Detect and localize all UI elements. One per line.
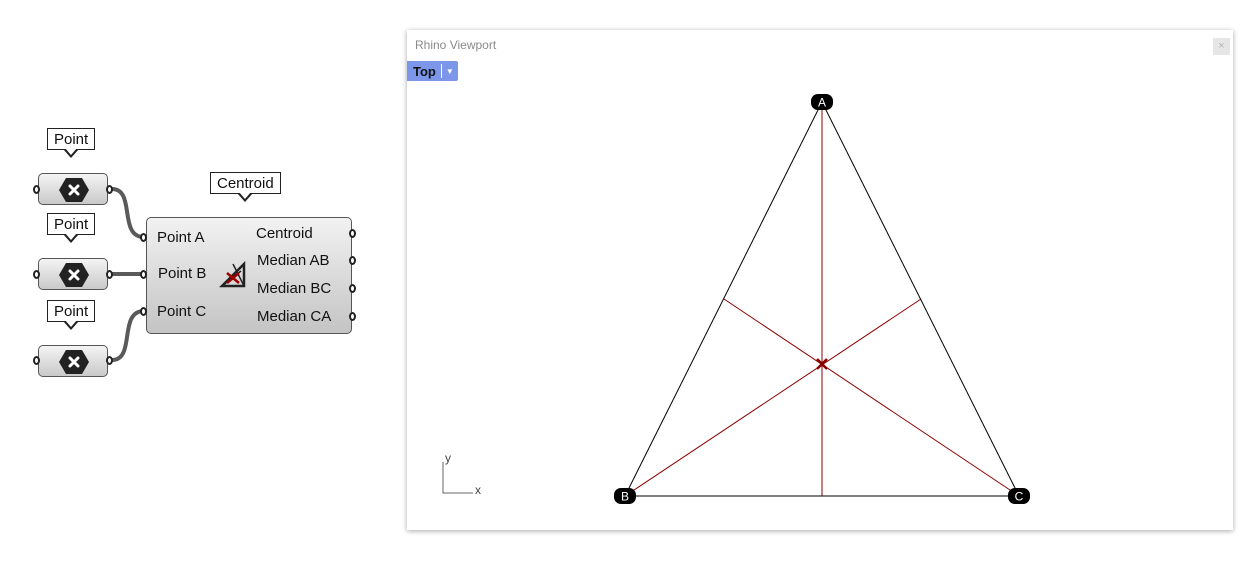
rhino-viewport[interactable]: Rhino Viewport × Top ▼ A B C xyxy=(407,30,1233,530)
tab-separator xyxy=(440,64,442,78)
output-centroid[interactable]: Centroid xyxy=(256,225,313,242)
point-c-input-grip[interactable] xyxy=(140,307,147,316)
centroid-component[interactable]: Point A Point B Point C Centroid Median … xyxy=(146,217,352,334)
median-line-c xyxy=(723,298,1020,497)
point-b-marker[interactable]: B xyxy=(614,488,636,504)
point-b-badge xyxy=(614,488,636,504)
point-a-label: A xyxy=(818,96,826,110)
point-param-3-input-grip[interactable] xyxy=(33,356,40,365)
input-point-b[interactable]: Point B xyxy=(158,265,207,282)
input-point-a[interactable]: Point A xyxy=(157,229,205,246)
output-median-ca[interactable]: Median CA xyxy=(257,308,332,325)
point-param-2-output-grip[interactable] xyxy=(106,270,113,279)
viewport-title: Rhino Viewport xyxy=(415,38,497,52)
error-hexagon-icon xyxy=(59,350,89,374)
error-hexagon-icon xyxy=(59,263,89,287)
point-a-input-grip[interactable] xyxy=(140,233,147,242)
close-button[interactable]: × xyxy=(1213,38,1230,55)
point-bubble-label: Point xyxy=(54,303,89,320)
triangle xyxy=(624,100,1020,497)
point-param-1[interactable] xyxy=(38,173,108,205)
point-bubble-3: Point xyxy=(47,300,96,330)
point-param-2-input-grip[interactable] xyxy=(33,270,40,279)
viewport-scene[interactable]: A B C y x xyxy=(407,30,1233,530)
point-c-marker[interactable]: C xyxy=(1008,488,1030,504)
point-bubble-1: Point xyxy=(47,128,96,158)
point-b-label: B xyxy=(621,490,629,504)
median-lines xyxy=(624,102,1020,497)
point-param-1-input-grip[interactable] xyxy=(33,185,40,194)
point-param-1-output-grip[interactable] xyxy=(106,185,113,194)
centroid-bubble-label: Centroid xyxy=(217,175,274,192)
viewport-tab-top[interactable]: Top ▼ xyxy=(407,61,458,81)
axis-y-label: y xyxy=(445,451,451,465)
wire-c xyxy=(111,309,145,362)
point-c-badge xyxy=(1008,488,1030,504)
input-point-c[interactable]: Point C xyxy=(157,303,207,320)
output-median-bc[interactable]: Median BC xyxy=(257,280,332,297)
median-bc-output-grip[interactable] xyxy=(349,284,356,293)
point-bubble-label: Point xyxy=(54,216,89,233)
centroid-triangle-icon xyxy=(219,261,246,288)
chevron-down-icon[interactable]: ▼ xyxy=(445,66,454,76)
point-b-input-grip[interactable] xyxy=(140,270,147,279)
point-c-label: C xyxy=(1015,490,1024,504)
point-bubble-label: Point xyxy=(54,131,89,148)
wire-a xyxy=(111,187,145,239)
grasshopper-canvas[interactable]: Point Point Point Centroid Point A P xyxy=(0,0,400,561)
centroid-marker xyxy=(816,358,828,370)
point-param-3[interactable] xyxy=(38,345,108,377)
point-param-2[interactable] xyxy=(38,258,108,290)
point-a-badge xyxy=(811,94,833,110)
median-ab-output-grip[interactable] xyxy=(349,256,356,265)
world-axes-icon: y x xyxy=(442,451,481,497)
point-bubble-2: Point xyxy=(47,213,96,243)
point-a-marker[interactable]: A xyxy=(811,94,833,110)
median-ca-output-grip[interactable] xyxy=(349,312,356,321)
point-param-3-output-grip[interactable] xyxy=(106,356,113,365)
median-line-b xyxy=(624,298,922,497)
error-hexagon-icon xyxy=(59,178,89,202)
wires xyxy=(111,187,145,362)
output-median-ab[interactable]: Median AB xyxy=(257,252,330,269)
centroid-bubble: Centroid xyxy=(210,172,281,202)
centroid-output-grip[interactable] xyxy=(349,229,356,238)
view-name-label: Top xyxy=(413,63,436,79)
axis-x-label: x xyxy=(475,483,481,497)
